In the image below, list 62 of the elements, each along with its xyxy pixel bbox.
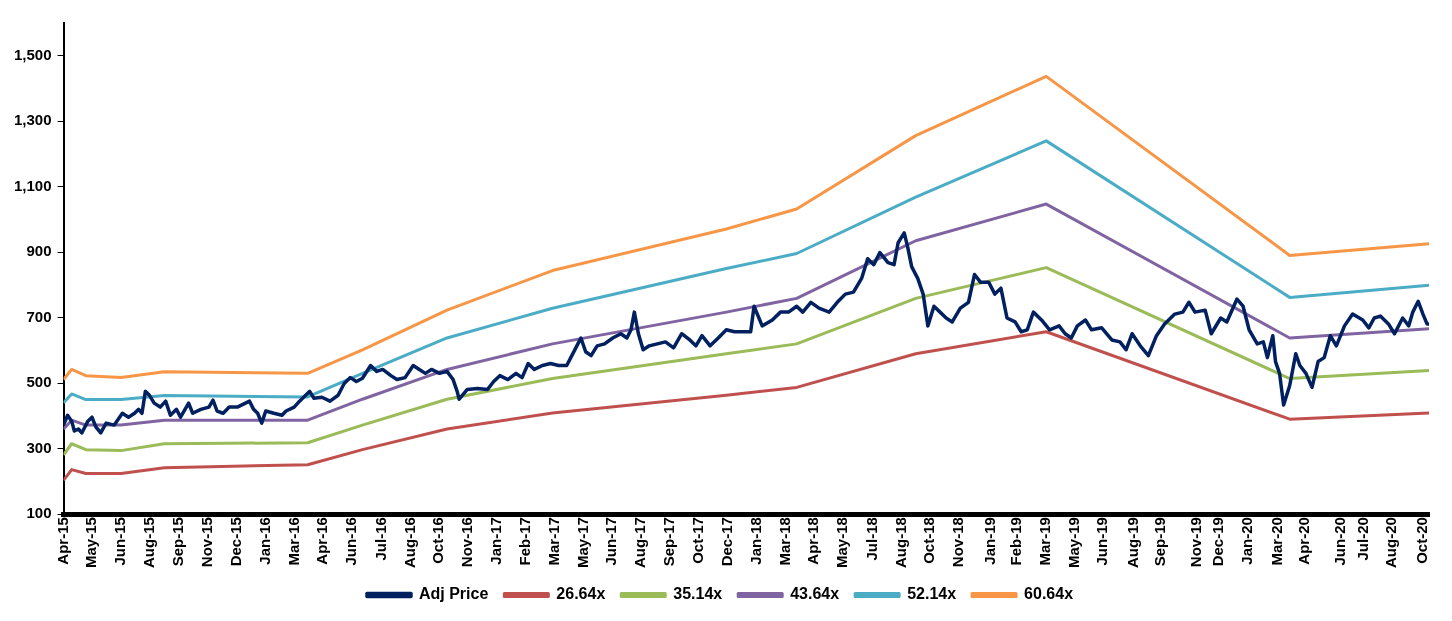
x-tick-label: Sep-19 xyxy=(1151,517,1169,567)
x-tick-label: Jul-20 xyxy=(1353,517,1371,561)
legend-label: 52.14x xyxy=(907,585,957,603)
x-tick-label: Jan-20 xyxy=(1237,517,1255,565)
y-tick-label: 500 xyxy=(26,373,52,391)
x-tick-label: Jun-17 xyxy=(602,517,620,566)
y-tick-label: 1,300 xyxy=(13,111,52,129)
x-tick-label: May-18 xyxy=(833,517,851,568)
x-tick-label: Aug-17 xyxy=(631,517,649,568)
legend-label: 60.64x xyxy=(1024,585,1074,603)
x-tick-label: Sep-17 xyxy=(660,517,678,567)
x-tick-label: Jan-17 xyxy=(487,517,505,565)
x-tick-label: Oct-20 xyxy=(1413,517,1431,564)
x-tick-label: Jun-15 xyxy=(111,517,129,566)
x-tick-label: Nov-18 xyxy=(949,517,967,568)
legend-label: 43.64x xyxy=(790,585,840,603)
x-tick-label: Jan-18 xyxy=(746,517,764,565)
y-tick-label: 700 xyxy=(26,307,52,325)
x-tick-label: Dec-15 xyxy=(226,517,244,567)
x-tick-label: Jul-16 xyxy=(371,517,389,561)
y-tick-label: 900 xyxy=(26,242,52,260)
x-tick-label: Aug-16 xyxy=(400,517,418,568)
x-tick-label: Sep-15 xyxy=(169,517,187,567)
x-tick-label: Nov-15 xyxy=(198,517,216,568)
y-tick-label: 1,100 xyxy=(13,176,52,194)
x-tick-label: Apr-20 xyxy=(1295,517,1313,565)
x-tick-label: Apr-18 xyxy=(804,517,822,565)
y-tick-label: 1,500 xyxy=(13,45,52,63)
x-tick-label: Jan-16 xyxy=(255,517,273,565)
y-tick-label: 300 xyxy=(26,438,52,456)
x-tick-label: Jun-20 xyxy=(1330,517,1348,566)
x-tick-label: Dec-19 xyxy=(1208,517,1226,567)
x-tick-label: Feb-19 xyxy=(1006,517,1024,566)
x-tick-label: Nov-16 xyxy=(458,517,476,568)
x-tick-label: Jul-18 xyxy=(862,517,880,561)
x-tick-label: Aug-19 xyxy=(1124,517,1142,568)
x-tick-label: Nov-19 xyxy=(1186,517,1204,568)
x-tick-label: Mar-19 xyxy=(1035,517,1053,566)
x-tick-label: Oct-16 xyxy=(429,517,447,564)
x-tick-label: Mar-16 xyxy=(284,517,302,566)
x-tick-label: Aug-18 xyxy=(891,517,909,568)
x-tick-label: Dec-17 xyxy=(717,517,735,567)
x-tick-label: Jun-16 xyxy=(342,517,360,566)
x-tick-label: Aug-15 xyxy=(140,517,158,568)
x-tick-label: Oct-18 xyxy=(920,517,938,564)
x-tick-label: Apr-15 xyxy=(53,517,71,565)
x-tick-label: May-17 xyxy=(573,517,591,568)
x-tick-label: May-15 xyxy=(82,517,100,568)
legend-label: Adj Price xyxy=(418,585,489,603)
x-tick-label: Oct-17 xyxy=(689,517,707,564)
x-tick-label: Apr-16 xyxy=(313,517,331,565)
x-tick-label: Jun-19 xyxy=(1093,517,1111,566)
x-tick-label: Mar-20 xyxy=(1268,517,1286,566)
x-tick-label: May-19 xyxy=(1064,517,1082,568)
x-tick-label: Mar-18 xyxy=(775,517,793,566)
y-tick-label: 100 xyxy=(26,504,52,522)
x-tick-label: Feb-17 xyxy=(515,517,533,566)
legend-label: 35.14x xyxy=(673,585,723,603)
legend-label: 26.64x xyxy=(556,585,606,603)
x-tick-label: Mar-17 xyxy=(544,517,562,566)
x-tick-label: Aug-20 xyxy=(1381,517,1399,568)
x-tick-label: Jan-19 xyxy=(980,517,998,565)
